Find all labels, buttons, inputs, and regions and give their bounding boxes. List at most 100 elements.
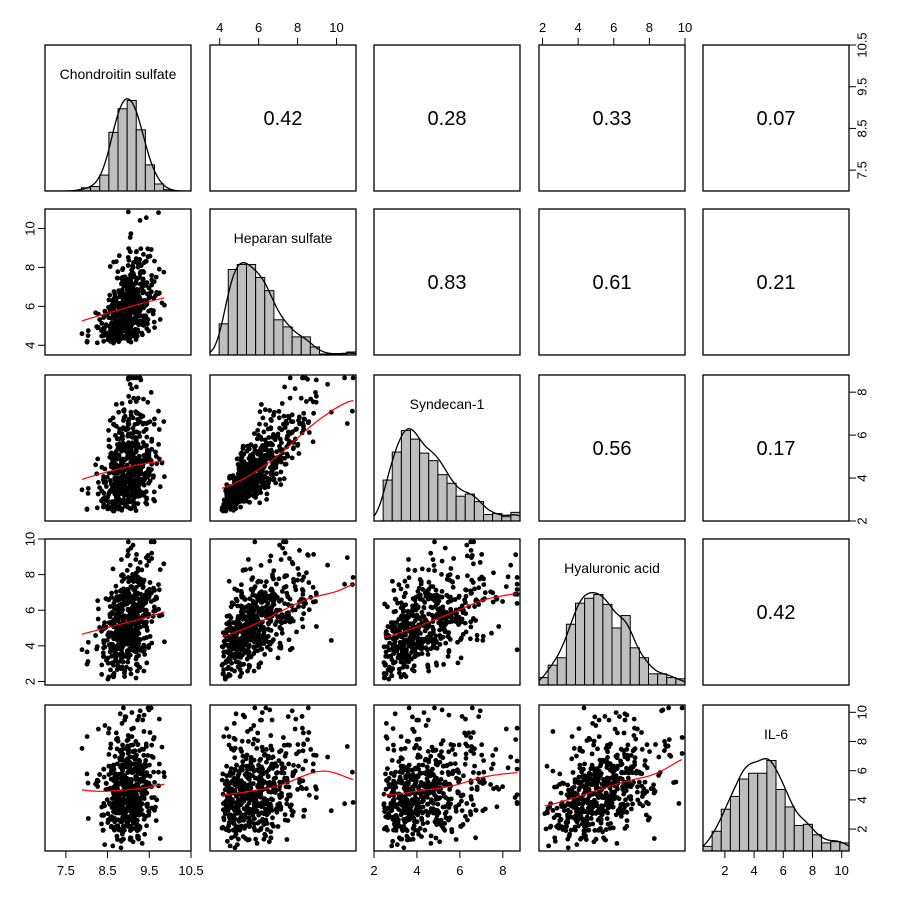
scatter-point <box>125 765 131 770</box>
scatter-point <box>385 827 390 833</box>
scatter-point <box>412 650 418 656</box>
scatter-point <box>130 265 136 270</box>
scatter-point <box>411 816 417 821</box>
scatter-point <box>391 827 396 833</box>
scatter-point <box>426 810 432 815</box>
scatter-point <box>242 464 248 470</box>
scatter-point <box>256 777 261 783</box>
scatter-point <box>106 437 112 443</box>
scatter-point <box>271 779 276 785</box>
scatter-point <box>105 337 111 343</box>
scatter-point <box>271 637 276 643</box>
scatter-point <box>325 754 330 760</box>
variable-label: Hyaluronic acid <box>564 560 660 576</box>
scatter-point <box>147 634 153 639</box>
scatter-point <box>293 716 299 722</box>
scatter-point <box>125 548 131 553</box>
scatter-point <box>84 339 90 345</box>
scatter-point <box>252 816 257 821</box>
scatter-point <box>277 542 282 548</box>
scatter-point <box>144 804 150 810</box>
scatter-point <box>129 296 135 302</box>
scatter-point <box>477 779 483 785</box>
scatter-point <box>149 436 155 442</box>
scatter-point <box>123 281 129 286</box>
scatter-point <box>299 577 305 583</box>
scatter-point <box>156 266 162 272</box>
scatter-point <box>463 741 469 747</box>
scatter-point <box>113 606 118 612</box>
panel-border <box>373 44 521 192</box>
scatter-point <box>385 604 390 610</box>
scatter-point <box>263 483 269 489</box>
scatter-point <box>263 422 269 427</box>
scatter-point <box>133 755 139 761</box>
scatter-point <box>140 812 146 817</box>
scatter-point <box>236 818 242 824</box>
scatter-point <box>405 615 411 621</box>
scatter-point <box>85 639 91 645</box>
scatter-point <box>122 413 128 419</box>
scatter-point <box>428 797 434 803</box>
scatter-point <box>422 628 428 634</box>
scatter-point <box>286 610 291 616</box>
scatter-point <box>105 676 111 682</box>
scatter-point <box>135 629 141 635</box>
scatter-point <box>143 215 149 221</box>
scatter-point <box>144 660 150 666</box>
scatter-point <box>137 412 143 418</box>
scatter-point <box>142 455 148 461</box>
scatter-point <box>113 650 119 656</box>
scatter-point <box>440 607 446 613</box>
scatter-point <box>126 393 132 399</box>
scatter-point <box>275 824 281 829</box>
scatter-point <box>224 726 230 731</box>
scatter-point <box>147 419 153 425</box>
scatter-point <box>106 726 112 731</box>
scatter-point <box>514 647 520 653</box>
scatter-point <box>111 660 116 665</box>
scatter-point <box>460 632 466 637</box>
scatter-point <box>261 429 267 435</box>
scatter-point <box>128 823 134 829</box>
scatter-point <box>239 605 245 610</box>
scatter-point <box>142 612 148 617</box>
scatter-point <box>120 653 126 659</box>
scatter-point <box>284 837 290 842</box>
scatter-point <box>254 491 260 497</box>
scatter-point <box>110 843 116 849</box>
scatter-point <box>143 789 149 795</box>
scatter-point <box>247 810 253 815</box>
histogram-bar <box>575 602 586 686</box>
scatter-point <box>111 421 117 427</box>
scatter-point <box>291 762 296 768</box>
scatter-point <box>469 555 474 560</box>
scatter-point <box>405 567 411 573</box>
scatter-point <box>325 562 330 568</box>
scatter-point <box>421 605 427 611</box>
scatter-point <box>109 506 114 512</box>
scatter-point <box>404 583 410 589</box>
scatter-point <box>138 637 143 642</box>
scatter-point <box>110 337 115 343</box>
scatter-point <box>406 637 412 643</box>
scatter-point <box>226 742 232 748</box>
scatter-point <box>410 714 415 720</box>
scatter-point <box>128 339 134 345</box>
scatter-point <box>254 746 260 751</box>
scatter-point <box>119 778 125 784</box>
scatter-point <box>114 628 120 634</box>
scatter-point <box>141 765 147 771</box>
scatter-point <box>140 332 145 338</box>
scatter-point <box>409 801 415 807</box>
scatter-point <box>259 402 264 407</box>
scatter-point <box>107 816 113 821</box>
scatter-point <box>282 812 288 817</box>
scatter-point <box>133 481 139 486</box>
scatter-point <box>117 711 123 717</box>
scatter-point <box>451 742 456 748</box>
scatter-point <box>313 795 319 800</box>
scatter-point <box>248 463 254 469</box>
scatter-point <box>233 506 239 511</box>
scatter-point <box>448 566 454 571</box>
